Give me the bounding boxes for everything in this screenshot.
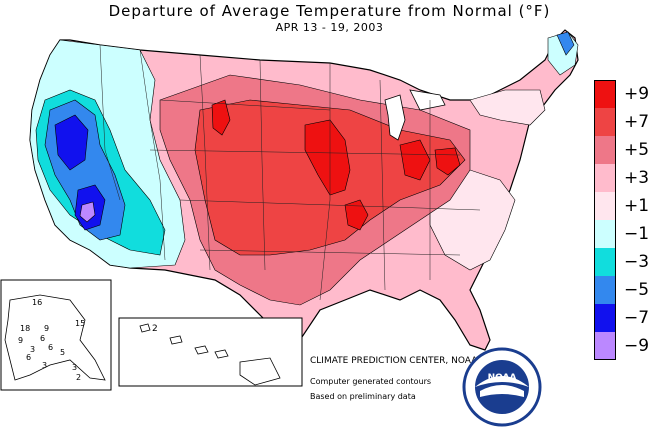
legend-label: +5 <box>624 140 650 160</box>
contour-plus9-midwest <box>304 119 351 196</box>
temperature-map: 16 15 18 9 6 9 3 6 5 6 3 2 3 2 <box>0 29 579 391</box>
legend-row: +9 <box>594 80 658 108</box>
legend-swatch <box>594 332 616 360</box>
alaska-label: 2 <box>76 373 81 382</box>
legend-label: −1 <box>624 224 650 244</box>
contour-minus9-west <box>79 201 96 223</box>
alaska-label: 9 <box>44 324 49 333</box>
legend-swatch <box>594 164 616 192</box>
legend-swatch <box>594 192 616 220</box>
legend-row: −3 <box>594 248 658 276</box>
alaska-label: 16 <box>32 298 42 307</box>
legend-swatch <box>594 248 616 276</box>
legend-row: −7 <box>594 304 658 332</box>
alaska-label: 6 <box>40 334 45 343</box>
legend-row: −1 <box>594 220 658 248</box>
credit-contours: Computer generated contours <box>310 377 432 386</box>
legend-swatch <box>594 108 616 136</box>
credit-center: CLIMATE PREDICTION CENTER, NOAA <box>310 356 478 366</box>
alaska-label: 5 <box>60 348 65 357</box>
legend-swatch <box>594 220 616 248</box>
legend-row: +5 <box>594 136 658 164</box>
legend-swatch <box>594 136 616 164</box>
legend-label: +1 <box>624 196 650 216</box>
alaska-labels: 16 15 18 9 6 9 3 6 5 6 3 2 3 <box>18 298 85 382</box>
legend-label: −5 <box>624 280 650 300</box>
legend-row: +3 <box>594 164 658 192</box>
hawaii-islands <box>139 323 281 386</box>
state-boundaries <box>99 44 481 301</box>
alaska-label: 3 <box>30 345 35 354</box>
contour-plus9-montana <box>211 99 231 136</box>
alaska-label: 18 <box>20 324 30 333</box>
date-range: APR 13 - 19, 2003 <box>275 21 384 34</box>
legend-swatch <box>594 304 616 332</box>
legend-label: +9 <box>624 84 650 104</box>
legend-label: −3 <box>624 252 650 272</box>
legend: +9 +7 +5 +3 +1 −1 −3 −5 −7 −9 <box>594 80 658 360</box>
legend-row: −5 <box>594 276 658 304</box>
contour-minus7-west <box>54 114 89 171</box>
legend-swatch <box>594 80 616 108</box>
map-title: Departure of Average Temperature from No… <box>108 2 551 20</box>
legend-row: +7 <box>594 108 658 136</box>
alaska-label: 9 <box>18 336 23 345</box>
legend-label: −7 <box>624 308 650 328</box>
contour-plus1-northeast <box>469 89 546 126</box>
legend-swatch <box>594 276 616 304</box>
alaska-label: 3 <box>42 361 47 370</box>
alaska-label: 3 <box>72 363 77 372</box>
alaska-label: 15 <box>75 319 85 328</box>
legend-label: +7 <box>624 112 650 132</box>
legend-row: −9 <box>594 332 658 360</box>
alaska-label: 6 <box>26 353 31 362</box>
legend-label: +3 <box>624 168 650 188</box>
credit-data-note: Based on preliminary data <box>310 392 416 401</box>
noaa-logo: NOAA <box>462 347 542 427</box>
noaa-logo-text: NOAA <box>488 373 517 383</box>
alaska-label: 6 <box>48 343 53 352</box>
contour-plus9-ohio <box>399 139 431 181</box>
legend-label: −9 <box>624 336 650 356</box>
legend-row: +1 <box>594 192 658 220</box>
contour-minus5-maine <box>556 31 575 56</box>
contour-plus9-kansas <box>344 199 369 231</box>
alaska-shape <box>4 294 106 381</box>
hawaii-label: 2 <box>152 324 158 334</box>
